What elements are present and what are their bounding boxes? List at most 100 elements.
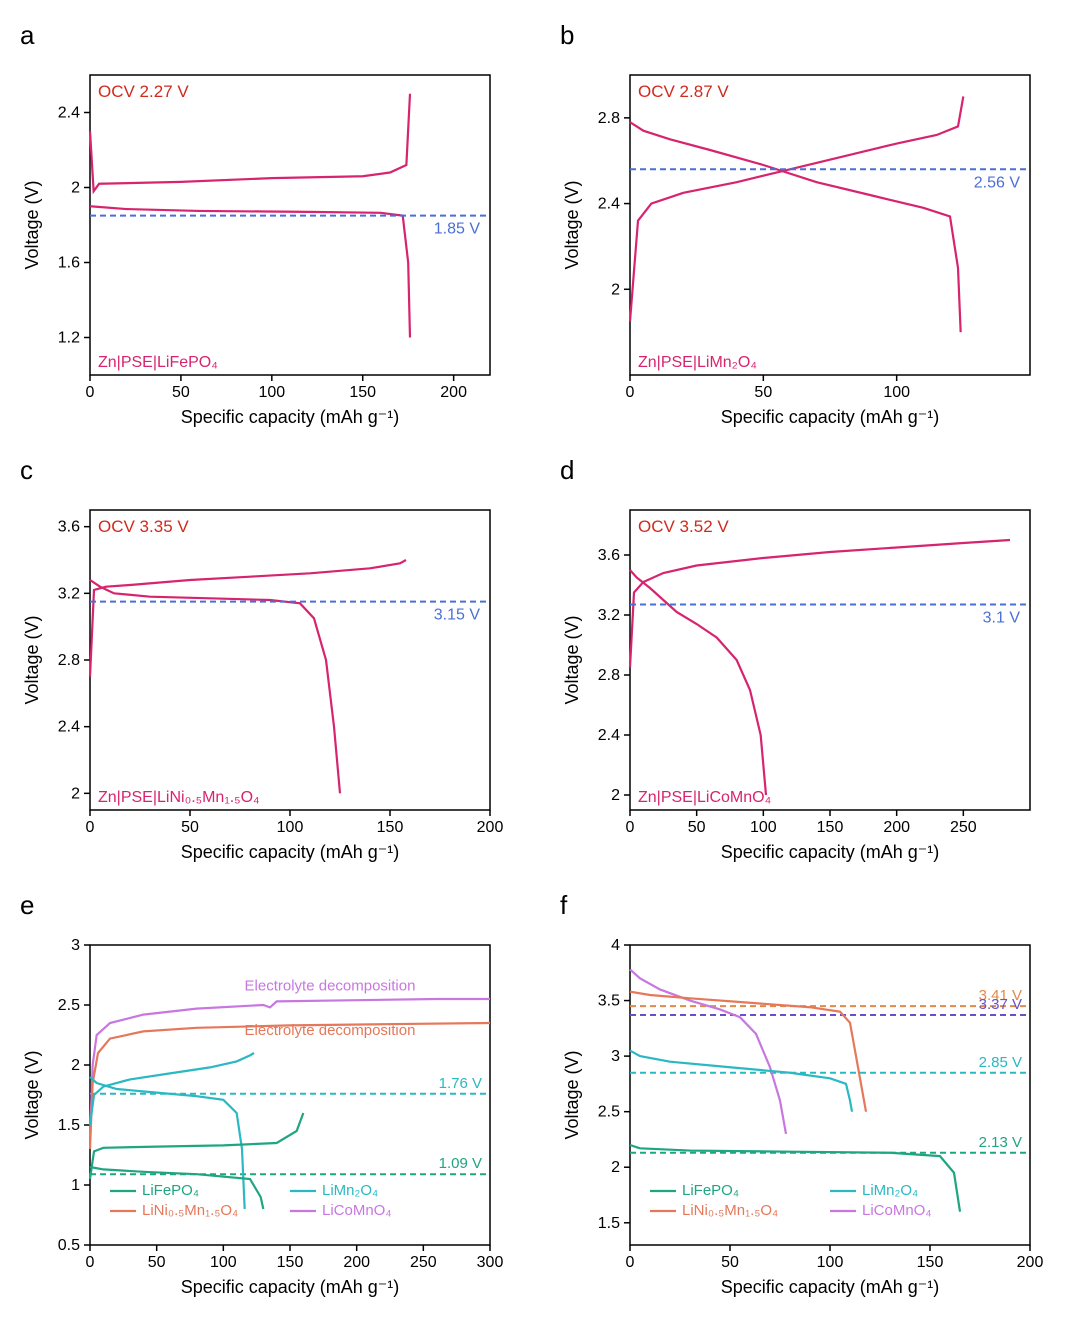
svg-text:50: 50 [181, 819, 199, 836]
svg-text:0: 0 [86, 819, 95, 836]
svg-text:Voltage (V): Voltage (V) [22, 180, 42, 269]
svg-text:2: 2 [611, 281, 620, 298]
panel-label-e: e [20, 890, 520, 921]
svg-text:0.5: 0.5 [58, 1237, 80, 1254]
svg-text:150: 150 [277, 1254, 304, 1271]
svg-text:2: 2 [71, 785, 80, 802]
svg-text:2.5: 2.5 [598, 1104, 620, 1121]
svg-text:Specific capacity (mAh g⁻¹): Specific capacity (mAh g⁻¹) [181, 1277, 400, 1297]
svg-text:200: 200 [477, 819, 504, 836]
svg-text:Specific capacity (mAh g⁻¹): Specific capacity (mAh g⁻¹) [181, 407, 400, 427]
ocv-label: OCV 2.87 V [638, 82, 729, 101]
formula-label: Zn|PSE|LiFePO₄ [98, 354, 218, 371]
series-curve [90, 1023, 490, 1149]
svg-text:3.2: 3.2 [58, 585, 80, 602]
chart-b: 05010022.42.8Specific capacity (mAh g⁻¹)… [560, 55, 1050, 435]
reference-label: 1.85 V [434, 221, 481, 238]
svg-text:150: 150 [917, 1254, 944, 1271]
chart-a: 0501001502001.21.622.4Specific capacity … [20, 55, 510, 435]
svg-text:200: 200 [883, 819, 910, 836]
svg-text:100: 100 [817, 1254, 844, 1271]
svg-text:100: 100 [258, 384, 285, 401]
discharge-curve [90, 580, 340, 793]
svg-text:2.8: 2.8 [58, 652, 80, 669]
svg-text:100: 100 [883, 384, 910, 401]
panel-f: f 0501001502001.522.533.54Specific capac… [560, 890, 1060, 1305]
reference-label: 1.76 V [439, 1075, 482, 1092]
reference-label: 2.56 V [974, 174, 1021, 191]
legend-label: LiCoMnO₄ [862, 1202, 931, 1219]
svg-text:Voltage (V): Voltage (V) [22, 1050, 42, 1139]
panel-label-d: d [560, 455, 1060, 486]
svg-text:250: 250 [410, 1254, 437, 1271]
svg-text:250: 250 [950, 819, 977, 836]
chart-e: 0501001502002503000.511.522.53Specific c… [20, 925, 510, 1305]
panel-c: c 05010015020022.42.83.23.6Specific capa… [20, 455, 520, 870]
reference-label: 2.13 V [979, 1134, 1022, 1151]
annotation-text: Electrolyte decomposition [245, 1022, 416, 1039]
chart-f: 0501001502001.522.533.54Specific capacit… [560, 925, 1050, 1305]
svg-text:1.6: 1.6 [58, 255, 80, 272]
discharge-curve [90, 206, 410, 337]
reference-label: 2.85 V [979, 1054, 1022, 1071]
svg-text:2: 2 [71, 180, 80, 197]
svg-text:0: 0 [626, 819, 635, 836]
svg-text:2.4: 2.4 [58, 719, 80, 736]
ocv-label: OCV 3.52 V [638, 517, 729, 536]
panel-a: a 0501001502001.21.622.4Specific capacit… [20, 20, 520, 435]
reference-label: 3.15 V [434, 607, 481, 624]
svg-text:2: 2 [611, 1159, 620, 1176]
svg-text:150: 150 [817, 819, 844, 836]
series-curve [630, 969, 786, 1133]
svg-text:150: 150 [377, 819, 404, 836]
svg-text:200: 200 [343, 1254, 370, 1271]
svg-text:3.6: 3.6 [598, 547, 620, 564]
legend-label: LiNi₀.₅Mn₁.₅O₄ [682, 1202, 778, 1219]
ocv-label: OCV 2.27 V [98, 82, 189, 101]
panel-label-c: c [20, 455, 520, 486]
svg-text:2.8: 2.8 [598, 667, 620, 684]
svg-text:Specific capacity (mAh g⁻¹): Specific capacity (mAh g⁻¹) [721, 1277, 940, 1297]
svg-text:50: 50 [688, 819, 706, 836]
series-curve [90, 1113, 303, 1179]
charge-curve [90, 560, 406, 677]
legend-label: LiMn₂O₄ [322, 1182, 378, 1199]
reference-label: 3.1 V [983, 610, 1021, 627]
svg-text:50: 50 [148, 1254, 166, 1271]
svg-text:3.6: 3.6 [58, 519, 80, 536]
legend-label: LiNi₀.₅Mn₁.₅O₄ [142, 1202, 238, 1219]
svg-text:0: 0 [626, 1254, 635, 1271]
panel-b: b 05010022.42.8Specific capacity (mAh g⁻… [560, 20, 1060, 435]
svg-text:1: 1 [71, 1177, 80, 1194]
svg-text:50: 50 [721, 1254, 739, 1271]
svg-text:Specific capacity (mAh g⁻¹): Specific capacity (mAh g⁻¹) [721, 407, 940, 427]
svg-text:4: 4 [611, 937, 620, 954]
reference-label: 3.37 V [979, 996, 1022, 1013]
svg-text:2.5: 2.5 [58, 997, 80, 1014]
ocv-label: OCV 3.35 V [98, 517, 189, 536]
panel-label-a: a [20, 20, 520, 51]
formula-label: Zn|PSE|LiMn₂O₄ [638, 354, 757, 371]
series-curve [90, 999, 490, 1137]
panel-label-b: b [560, 20, 1060, 51]
svg-text:1.5: 1.5 [58, 1117, 80, 1134]
chart-c: 05010015020022.42.83.23.6Specific capaci… [20, 490, 510, 870]
svg-text:2.4: 2.4 [58, 105, 80, 122]
formula-label: Zn|PSE|LiCoMnO₄ [638, 789, 771, 806]
svg-text:2.4: 2.4 [598, 727, 620, 744]
svg-text:3.5: 3.5 [598, 993, 620, 1010]
svg-text:2: 2 [611, 787, 620, 804]
svg-text:0: 0 [86, 1254, 95, 1271]
svg-text:2: 2 [71, 1057, 80, 1074]
discharge-curve [630, 122, 961, 332]
svg-text:2.8: 2.8 [598, 110, 620, 127]
svg-text:Voltage (V): Voltage (V) [22, 615, 42, 704]
panel-label-f: f [560, 890, 1060, 921]
svg-text:100: 100 [277, 819, 304, 836]
annotation-text: Electrolyte decomposition [245, 978, 416, 995]
chart-d: 05010015020025022.42.83.23.6Specific cap… [560, 490, 1050, 870]
svg-text:Voltage (V): Voltage (V) [562, 615, 582, 704]
svg-text:1.2: 1.2 [58, 330, 80, 347]
svg-text:200: 200 [1017, 1254, 1044, 1271]
legend-label: LiMn₂O₄ [862, 1182, 918, 1199]
